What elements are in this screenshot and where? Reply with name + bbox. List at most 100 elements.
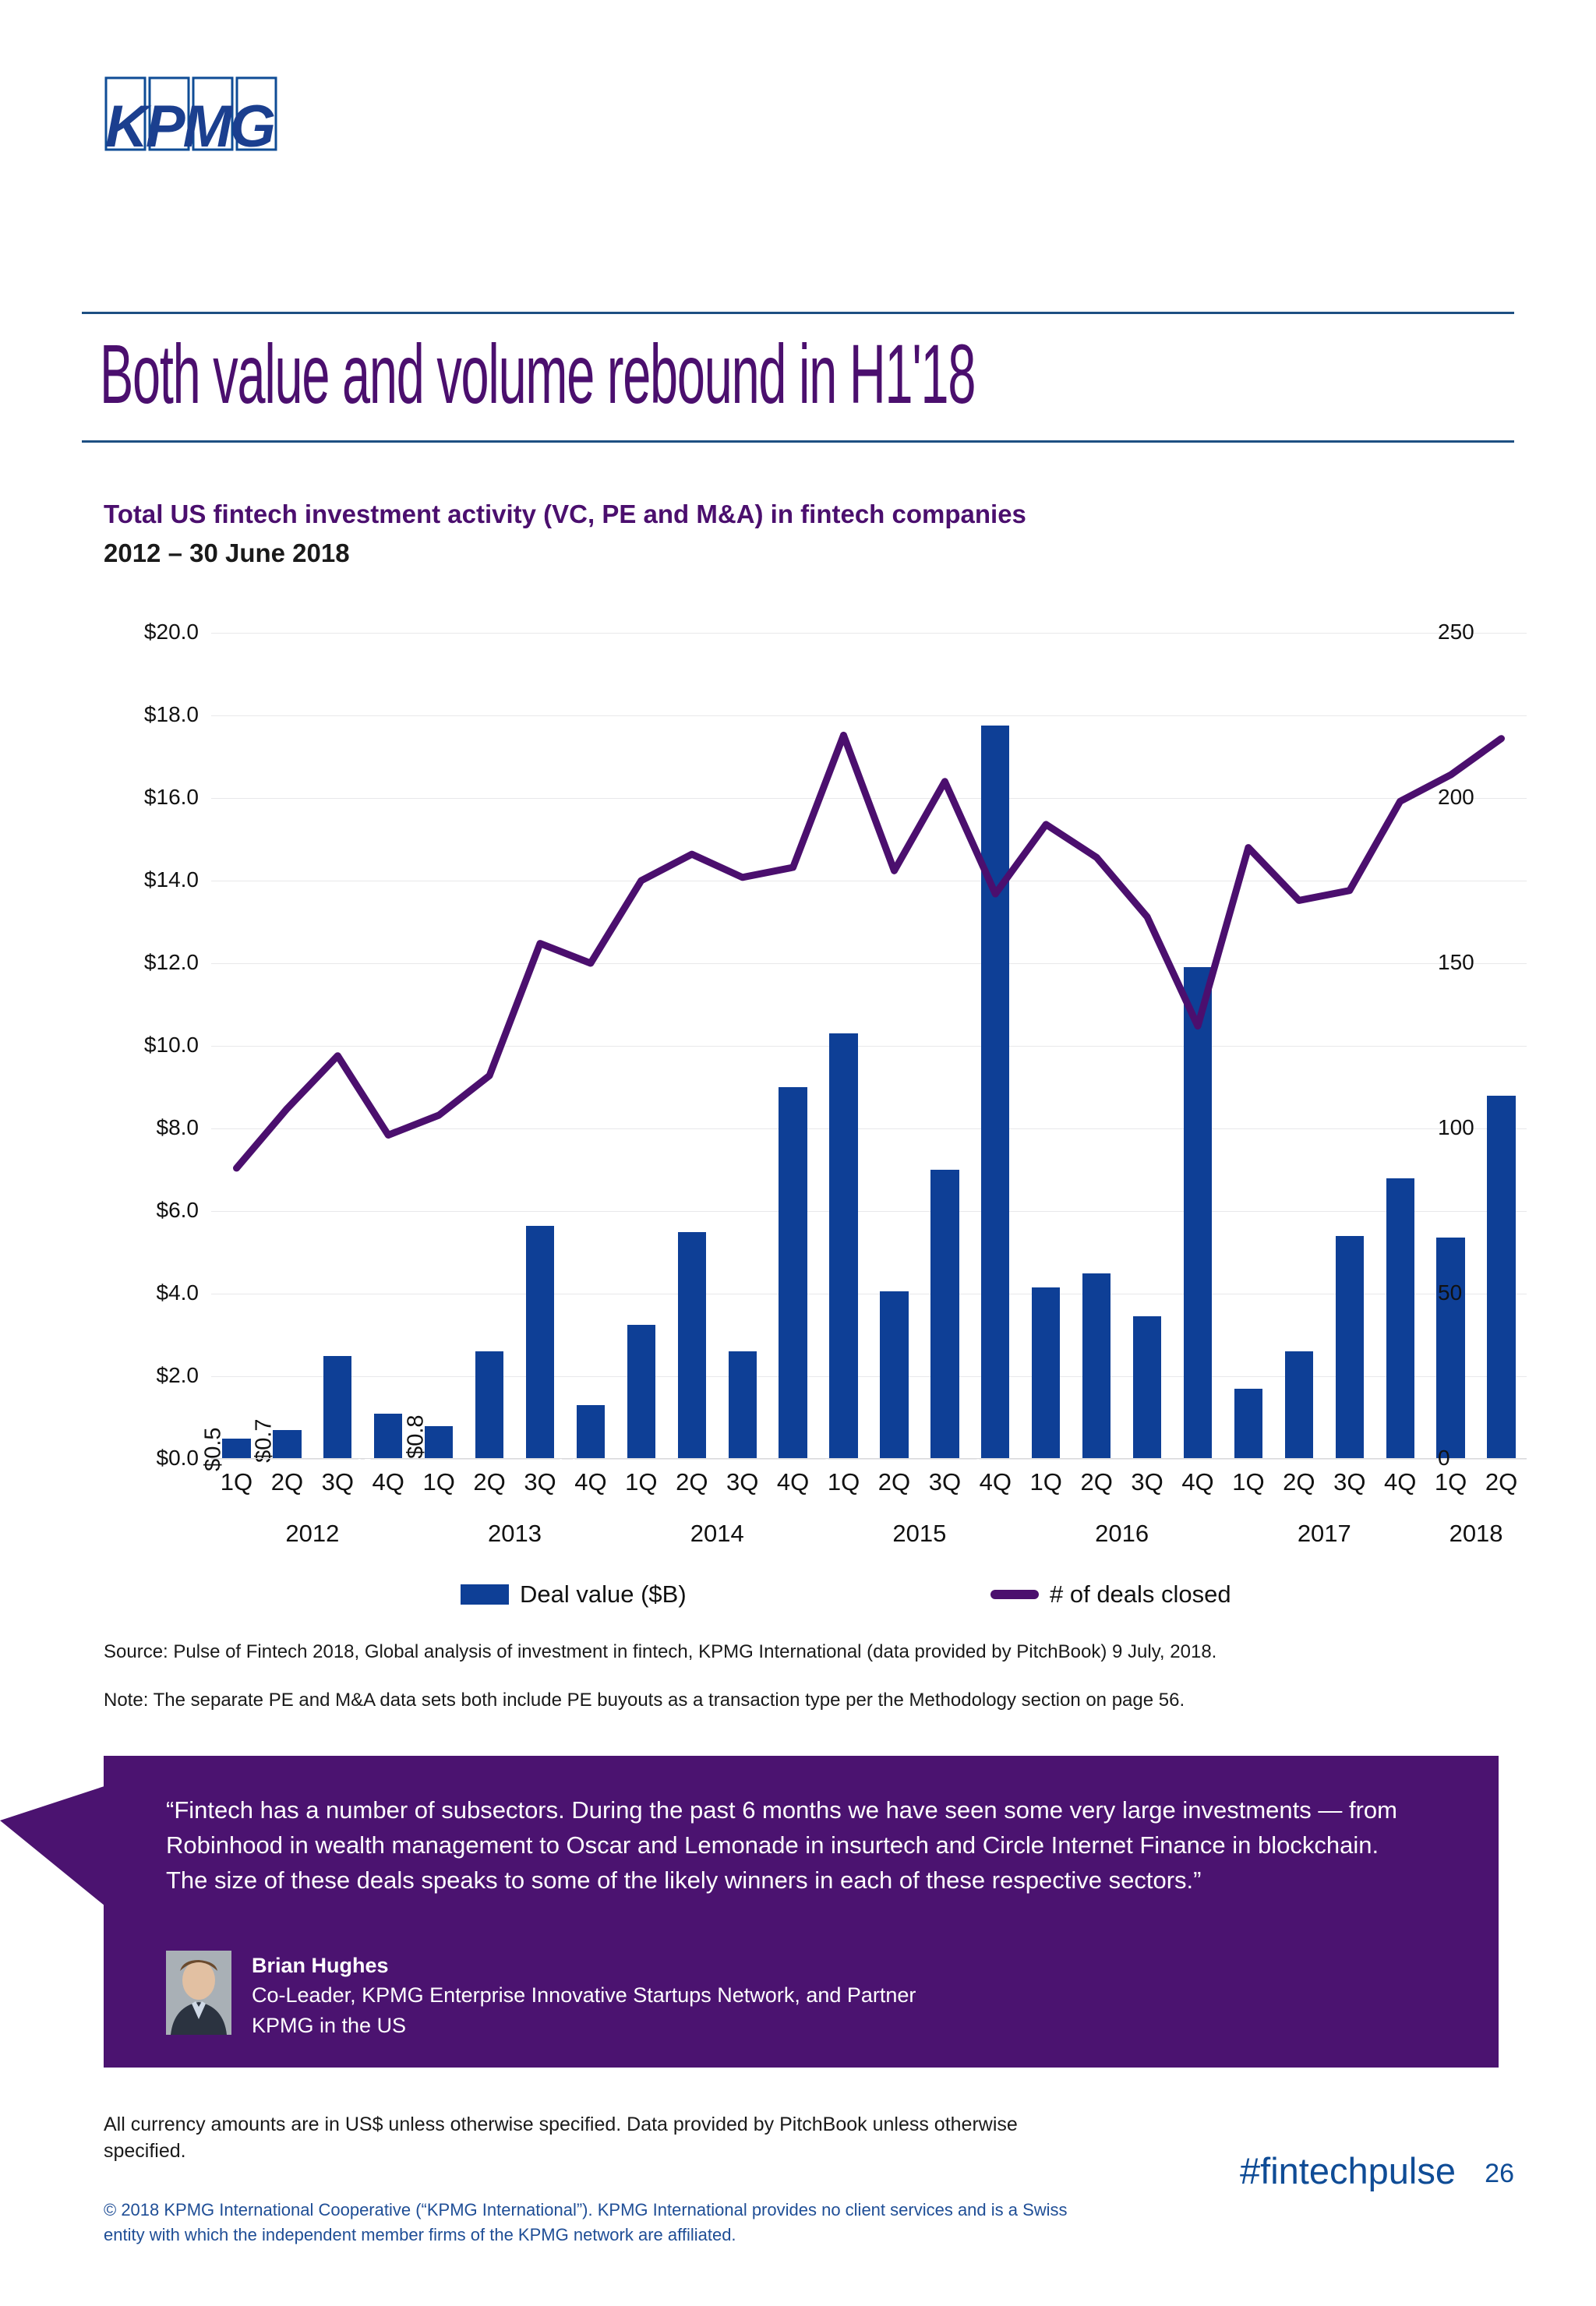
x-axis-quarter-label: 4Q	[979, 1468, 1012, 1496]
bar-column: $2.6	[1263, 633, 1313, 1488]
fintech-investment-chart: $0.5 $0.7 $2.5 $1 $0.8 $2.7 $5.7 $1. $3.2 $5.5 $2.…	[104, 616, 1527, 1637]
y-axis-tick-label: $18.0	[143, 702, 199, 726]
y-axis-tick-label: $16.0	[143, 785, 199, 809]
gridline	[211, 1459, 1527, 1460]
x-axis-quarter-label: 1Q	[625, 1468, 658, 1496]
y-axis-tick-label: $6.0	[156, 1198, 200, 1222]
y-axis-tick-label: $12.0	[143, 950, 199, 974]
y2-axis-tick-label: 0	[1438, 1446, 1450, 1470]
bar-column: $3.5	[1112, 633, 1162, 1488]
chart-subtitle: 2012 – 30 June 2018	[104, 539, 350, 567]
x-axis-quarter-label: 1Q	[220, 1468, 253, 1496]
legend-line-swatch-icon	[990, 1590, 1039, 1599]
bar	[1234, 1388, 1263, 1459]
quote-text: “Fintech has a number of subsectors. Dur…	[166, 1796, 1398, 1894]
x-axis-year-label: 2015	[892, 1520, 947, 1547]
bar-column: $4.1	[859, 633, 909, 1488]
x-axis-quarter-label: 2Q	[877, 1468, 911, 1496]
x-axis-quarter-label: 3Q	[1131, 1468, 1163, 1496]
y2-axis-tick-label: 100	[1438, 1115, 1474, 1139]
page-number: 26	[1485, 2159, 1514, 2188]
chart-plot-area: $0.5 $0.7 $2.5 $1 $0.8 $2.7 $5.7 $1. $3.2 $5.5 $2.…	[201, 633, 1527, 1502]
svg-text:KPMG: KPMG	[105, 94, 274, 160]
x-axis-quarter-label: 2Q	[676, 1468, 708, 1496]
x-axis-year-label: 2012	[285, 1520, 340, 1547]
chart-x-axis-quarters: 1Q 2Q 3Q 4Q 1Q 2Q 3Q 4Q 1Q 2Q 3Q 4Q 1Q 2Q 3Q 4Q 1Q 2Q 3Q 4Q…	[211, 1468, 1527, 1507]
author-title: Co-Leader, KPMG Enterprise Innovative St…	[252, 1983, 916, 2008]
header-rule-top	[82, 312, 1514, 314]
x-axis-quarter-label: 4Q	[1181, 1468, 1214, 1496]
deals-closed-polyline	[237, 735, 1502, 1168]
bar-column: $2.7	[454, 633, 504, 1488]
bar-column: $10.3	[808, 633, 858, 1502]
quote-block: “Fintech has a number of subsectors. Dur…	[104, 1756, 1499, 2068]
bar	[1386, 1178, 1414, 1459]
gridline	[211, 715, 1527, 716]
kpmg-logo: KPMG	[104, 75, 281, 168]
footer-hashtag[interactable]: #fintechpulse	[1240, 2150, 1456, 2191]
bar-column: $2.6	[707, 633, 757, 1488]
y-axis-tick-label: $20.0	[143, 620, 199, 644]
x-axis-quarter-label: 4Q	[372, 1468, 404, 1496]
x-axis-quarter-label: 4Q	[776, 1468, 810, 1496]
author-info: Brian Hughes Co-Leader, KPMG Enterprise …	[252, 1951, 916, 2040]
bar-column: $5.4	[1415, 633, 1465, 1488]
bar-column: $9.0	[757, 633, 807, 1488]
legend-item-deal-value: Deal value ($B)	[461, 1580, 687, 1609]
bar-column: $3.2	[606, 633, 655, 1488]
gridline	[211, 633, 1527, 634]
x-axis-quarter-label: 3Q	[1333, 1468, 1366, 1496]
x-axis-quarter-label: 3Q	[726, 1468, 759, 1496]
y2-axis-tick-label: 50	[1438, 1280, 1463, 1305]
gridline	[211, 1128, 1527, 1129]
bar	[222, 1438, 251, 1459]
bar	[981, 726, 1010, 1459]
bar-column: $4.5	[1061, 633, 1111, 1488]
bar-column: $1.	[555, 633, 606, 1476]
bar	[1487, 1095, 1516, 1459]
bar-column: $5.7	[504, 633, 555, 1488]
gridline	[211, 1211, 1527, 1212]
gridline	[211, 1046, 1527, 1047]
x-axis-year-label: 2018	[1449, 1520, 1503, 1547]
bar-column: $17.8	[960, 633, 1010, 1502]
bar	[576, 1405, 606, 1459]
chart-legend: Deal value ($B) # of deals closed	[211, 1580, 1527, 1616]
y2-axis-tick-label: 200	[1438, 785, 1474, 809]
bar	[323, 1355, 352, 1459]
x-axis-quarter-label: 2Q	[270, 1468, 304, 1496]
bar-column: $5.4	[1314, 633, 1364, 1488]
x-axis-quarter-label: 4Q	[1384, 1468, 1417, 1496]
x-axis-quarter-label: 3Q	[524, 1468, 556, 1496]
x-axis-year-label: 2017	[1297, 1520, 1351, 1547]
footer-legal: © 2018 KPMG International Cooperative (“…	[104, 2200, 1068, 2244]
x-axis-quarter-label: 2Q	[473, 1468, 506, 1496]
x-axis-year-label: 2016	[1095, 1520, 1149, 1547]
legend-bar-swatch-icon	[461, 1584, 509, 1605]
y-axis-tick-label: $0.0	[156, 1446, 200, 1470]
bar	[1284, 1351, 1313, 1459]
bar-column: $1	[353, 633, 403, 1470]
y-axis-tick-label: $2.0	[156, 1363, 200, 1387]
bar	[1436, 1238, 1465, 1459]
bar-column: $8.8	[1466, 633, 1516, 1488]
gridline	[211, 963, 1527, 964]
author-org: KPMG in the US	[252, 2013, 407, 2037]
chart-bars: $0.5 $0.7 $2.5 $1 $0.8 $2.7 $5.7 $1. $3.2 $5.5 $2.…	[201, 633, 1527, 1502]
chart-baseline	[211, 1458, 1527, 1459]
x-axis-quarter-label: 2Q	[1283, 1468, 1315, 1496]
bar	[1082, 1273, 1111, 1459]
bar	[424, 1425, 454, 1459]
bar	[273, 1429, 302, 1459]
bar-column: $6.8	[1365, 633, 1414, 1488]
y-axis-tick-label: $14.0	[143, 867, 199, 892]
bar	[1132, 1316, 1162, 1459]
bar	[525, 1225, 555, 1459]
deals-closed-line	[211, 633, 1527, 1459]
bar-column: $1.7	[1213, 633, 1263, 1488]
legend-label-deals-closed: # of deals closed	[1050, 1580, 1231, 1608]
bar-column: $11.9	[1162, 633, 1213, 1499]
x-axis-year-label: 2013	[488, 1520, 542, 1547]
bar	[374, 1413, 403, 1459]
